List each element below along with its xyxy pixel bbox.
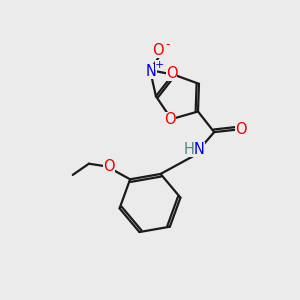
Text: +: +	[155, 60, 164, 70]
Text: O: O	[164, 112, 176, 127]
Text: O: O	[103, 159, 115, 174]
Text: N: N	[146, 64, 157, 79]
Text: O: O	[166, 66, 177, 81]
Text: O: O	[235, 122, 247, 137]
Text: H: H	[183, 142, 194, 157]
Text: -: -	[166, 38, 170, 51]
Text: O: O	[152, 43, 164, 58]
Text: N: N	[194, 142, 205, 157]
